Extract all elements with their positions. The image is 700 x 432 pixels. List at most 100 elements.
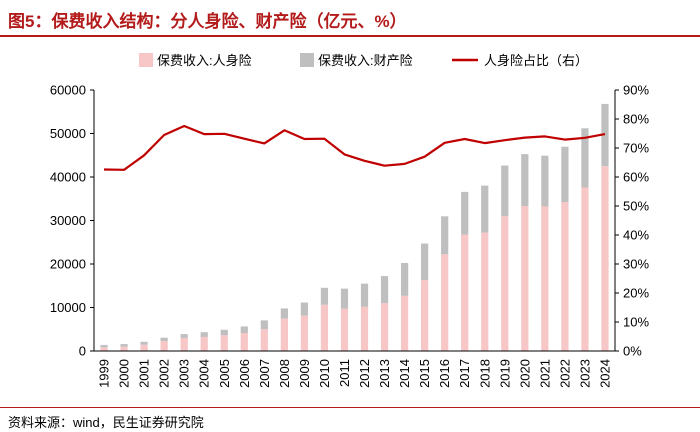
x-tick-label: 2017 <box>457 359 472 388</box>
right-tick-label: 40% <box>623 228 649 243</box>
bar-property <box>501 165 509 217</box>
right-tick-label: 70% <box>623 141 649 156</box>
bar-property <box>240 326 248 334</box>
bar-property <box>280 308 288 319</box>
x-tick-label: 2012 <box>357 359 372 388</box>
bar-life <box>481 232 489 351</box>
bar-property <box>120 344 128 347</box>
right-tick-label: 50% <box>623 199 649 214</box>
bar-life <box>220 335 228 351</box>
bar-series <box>100 103 609 351</box>
x-tick-label: 2003 <box>177 359 192 388</box>
bar-life <box>300 315 309 351</box>
x-tick-label: 2018 <box>477 359 492 388</box>
x-tick-label: 2015 <box>417 359 432 388</box>
right-tick-label: 10% <box>623 315 649 330</box>
x-tick-label: 2014 <box>397 359 412 388</box>
source-note: 资料来源：wind，民生证券研究院 <box>8 415 204 430</box>
bar-life <box>200 336 208 351</box>
x-tick-label: 2001 <box>137 359 152 388</box>
x-tick-label: 2010 <box>317 359 332 388</box>
bar-life <box>541 206 549 351</box>
bar-property <box>180 334 188 338</box>
axes: 0 10000 20000 30000 40000 50000 60000 0% 10% 20% 3… <box>50 83 650 388</box>
left-tick-label: 20000 <box>50 257 86 272</box>
bar-life <box>340 308 349 351</box>
right-tick-label: 80% <box>623 112 649 127</box>
x-tick-label: 2019 <box>497 359 512 388</box>
bar-property <box>521 154 529 207</box>
x-tick-label: 2022 <box>557 359 572 388</box>
right-tick-label: 30% <box>623 257 649 272</box>
bar-property <box>481 185 489 233</box>
bar-property <box>561 146 569 203</box>
left-tick-label: 30000 <box>50 213 86 228</box>
legend-label-property: 保费收入:财产险 <box>318 53 413 68</box>
bar-property <box>541 155 549 207</box>
bar-life <box>421 280 429 351</box>
bar-property <box>340 288 349 309</box>
x-tick-label: 1999 <box>97 359 112 388</box>
title-divider <box>0 35 700 37</box>
x-tick-label: 2013 <box>377 359 392 388</box>
x-tick-label: 2023 <box>577 359 592 388</box>
x-tick-label: 2006 <box>237 359 252 388</box>
legend: 保费收入:人身险 保费收入:财产险 人身险占比（右） <box>139 53 588 68</box>
bar-property <box>360 283 369 307</box>
share-line <box>103 124 606 171</box>
bar-property <box>320 287 329 305</box>
right-tick-label: 20% <box>623 286 649 301</box>
x-tick-label: 2002 <box>157 359 172 388</box>
bar-life <box>260 329 268 351</box>
x-tick-label: 2009 <box>297 359 312 388</box>
bar-property <box>461 191 469 235</box>
bar-property <box>100 344 108 348</box>
bar-life <box>320 304 329 351</box>
bar-life <box>521 206 529 351</box>
bar-life <box>561 202 569 351</box>
bar-property <box>220 329 228 336</box>
left-tick-label: 40000 <box>50 170 86 185</box>
bar-life <box>380 303 389 351</box>
bar-life <box>441 254 449 351</box>
right-tick-label: 60% <box>623 170 649 185</box>
bar-property <box>421 243 429 281</box>
share-line-series <box>103 124 606 171</box>
right-tick-label: 90% <box>623 83 649 98</box>
bar-life <box>140 344 148 351</box>
bar-property <box>260 320 268 330</box>
x-tick-label: 2005 <box>217 359 232 388</box>
bar-property <box>200 332 208 337</box>
bar-life <box>581 187 589 351</box>
legend-swatch-life <box>139 53 153 67</box>
bar-life <box>461 234 469 351</box>
bar-life <box>180 337 188 351</box>
x-tick-label: 2024 <box>597 359 612 388</box>
bar-life <box>360 306 369 351</box>
x-tick-label: 2004 <box>197 359 212 388</box>
legend-swatch-property <box>300 53 314 67</box>
left-tick-label: 10000 <box>50 300 86 315</box>
left-tick-label: 60000 <box>50 83 86 98</box>
x-tick-label: 2011 <box>337 359 352 387</box>
x-tick-label: 2016 <box>437 359 452 388</box>
bar-life <box>120 346 128 351</box>
legend-label-life: 保费收入:人身险 <box>157 53 252 68</box>
insurance-premium-chart: 保费收入:人身险 保费收入:财产险 人身险占比（右） 0 10000 20000 3000… <box>50 53 650 388</box>
legend-label-share: 人身险占比（右） <box>484 53 588 68</box>
bar-property <box>441 216 449 255</box>
x-tick-label: 2020 <box>517 359 532 388</box>
bar-life <box>100 347 108 351</box>
right-tick-label: 0% <box>623 344 642 359</box>
bar-property <box>581 128 589 188</box>
bar-life <box>280 318 288 351</box>
bar-property <box>140 341 148 345</box>
x-tick-label: 2007 <box>257 359 272 388</box>
bar-property <box>300 302 309 316</box>
bar-property <box>400 262 409 296</box>
bar-property <box>380 276 389 304</box>
x-tick-label: 2000 <box>117 359 132 388</box>
bar-property <box>160 337 168 342</box>
x-tick-label: 2008 <box>277 359 292 388</box>
left-tick-label: 50000 <box>50 126 86 141</box>
